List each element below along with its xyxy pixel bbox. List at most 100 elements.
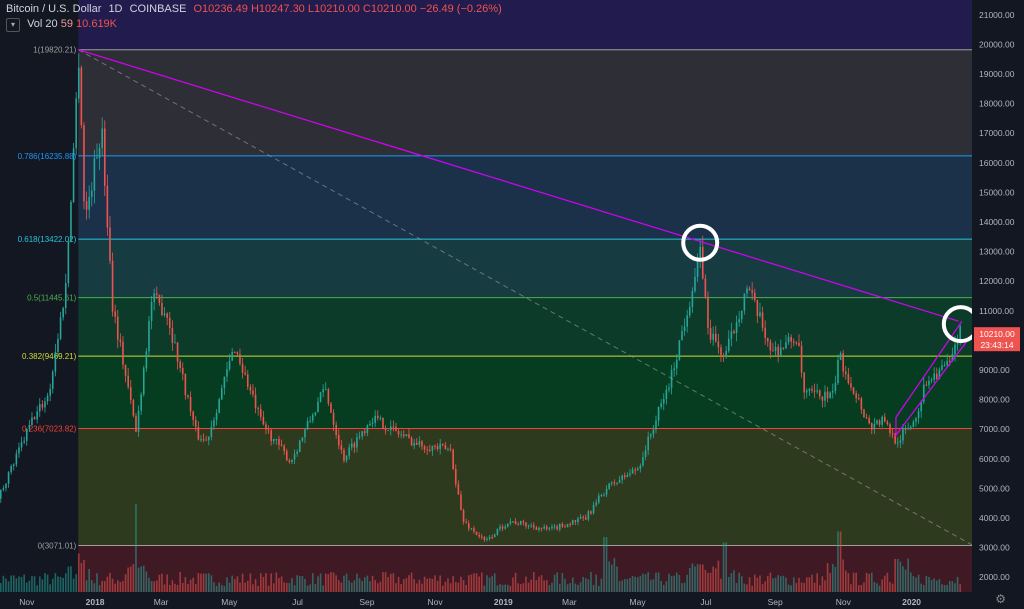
candle-body xyxy=(356,437,358,448)
candle-body xyxy=(426,449,428,451)
volume-bar xyxy=(200,573,202,592)
volume-bar xyxy=(353,580,356,592)
collapse-chevron-icon[interactable]: ▾ xyxy=(6,18,20,32)
volume-bar xyxy=(569,583,571,592)
volume-bar xyxy=(441,585,444,592)
volume-bar xyxy=(545,580,548,592)
volume-bar xyxy=(426,578,428,592)
candle-body xyxy=(171,327,174,343)
candle-body xyxy=(798,342,800,346)
volume-bar xyxy=(512,577,514,592)
volume-bar xyxy=(389,573,392,592)
candle-body xyxy=(850,383,852,388)
volume-bar xyxy=(38,576,41,592)
volume-bar xyxy=(649,579,652,592)
candle-body xyxy=(564,526,566,528)
candle-body xyxy=(647,436,649,451)
volume-bar xyxy=(873,582,876,592)
candle-body xyxy=(636,468,639,470)
candle-body xyxy=(239,354,241,364)
volume-bar xyxy=(415,583,418,592)
candle-body xyxy=(317,401,319,413)
volume-bar xyxy=(733,570,735,592)
volume-bar xyxy=(473,573,475,592)
candle-body xyxy=(538,527,540,530)
volume-bar xyxy=(616,566,618,592)
volume-bar xyxy=(122,580,124,592)
candle-body xyxy=(795,342,798,344)
volume-bar xyxy=(59,576,62,592)
volume-bar xyxy=(590,572,592,592)
settings-gear-icon[interactable]: ⚙ xyxy=(995,592,1006,606)
candle-body xyxy=(311,414,314,421)
price-tick-label: 4000.00 xyxy=(979,513,1010,523)
candle-body xyxy=(868,417,870,424)
candle-body xyxy=(831,390,834,393)
candle-body xyxy=(670,370,673,388)
symbol-name[interactable]: Bitcoin / U.S. Dollar xyxy=(6,3,102,15)
volume-label[interactable]: Vol 20 xyxy=(27,18,58,30)
candle-body xyxy=(358,436,361,438)
candle-body xyxy=(436,446,439,450)
volume-bar xyxy=(36,585,38,592)
candle-body xyxy=(140,394,142,411)
price-tick-label: 8000.00 xyxy=(979,395,1010,405)
candle-body xyxy=(597,495,600,503)
candle-body xyxy=(233,351,236,353)
volume-bar xyxy=(722,542,725,592)
volume-bar xyxy=(387,577,389,592)
candle-body xyxy=(155,293,158,295)
candle-body xyxy=(886,421,889,425)
candle-body xyxy=(291,459,293,462)
candle-body xyxy=(194,419,197,427)
candle-body xyxy=(314,412,317,415)
volume-bar xyxy=(720,578,722,592)
volume-bar xyxy=(176,584,179,592)
volume-bar xyxy=(816,573,818,592)
volume-bar xyxy=(543,580,545,592)
candle-body xyxy=(896,442,899,444)
volume-bar xyxy=(613,558,616,592)
fib-top-band xyxy=(78,0,973,50)
volume-bar xyxy=(798,577,800,592)
candle-body xyxy=(428,449,431,451)
volume-bar xyxy=(335,575,337,592)
volume-bar xyxy=(75,574,77,592)
volume-bar xyxy=(46,574,49,592)
candle-body xyxy=(67,241,70,284)
candle-body xyxy=(431,445,434,451)
candle-body xyxy=(220,388,223,400)
volume-bar xyxy=(642,573,644,592)
candle-body xyxy=(574,520,577,522)
candle-body xyxy=(530,525,532,527)
candle-body xyxy=(720,347,722,356)
candle-body xyxy=(782,347,785,349)
volume-bar xyxy=(262,577,265,592)
volume-bar xyxy=(140,566,142,592)
candle-body xyxy=(655,420,657,430)
volume-bar xyxy=(460,576,462,592)
volume-bar xyxy=(787,584,790,592)
candle-body xyxy=(454,468,457,485)
candle-body xyxy=(25,428,28,441)
volume-bar xyxy=(337,580,340,592)
volume-bar xyxy=(161,573,163,592)
volume-bar xyxy=(605,537,608,592)
volume-bar xyxy=(246,580,249,592)
volume-bar xyxy=(7,581,10,592)
volume-bar xyxy=(210,575,213,592)
candle-body xyxy=(943,365,946,367)
interval-label[interactable]: 1D xyxy=(108,3,123,15)
volume-value-2: 10.619K xyxy=(76,18,118,30)
volume-bar xyxy=(912,576,915,592)
volume-bar xyxy=(296,575,298,592)
candle-body xyxy=(119,339,122,342)
volume-bar xyxy=(397,576,400,592)
volume-bar xyxy=(761,584,764,592)
fib-band xyxy=(78,49,973,156)
volume-bar xyxy=(699,564,701,592)
candle-body xyxy=(730,331,733,339)
volume-bar xyxy=(83,559,85,592)
candle-body xyxy=(512,521,514,523)
